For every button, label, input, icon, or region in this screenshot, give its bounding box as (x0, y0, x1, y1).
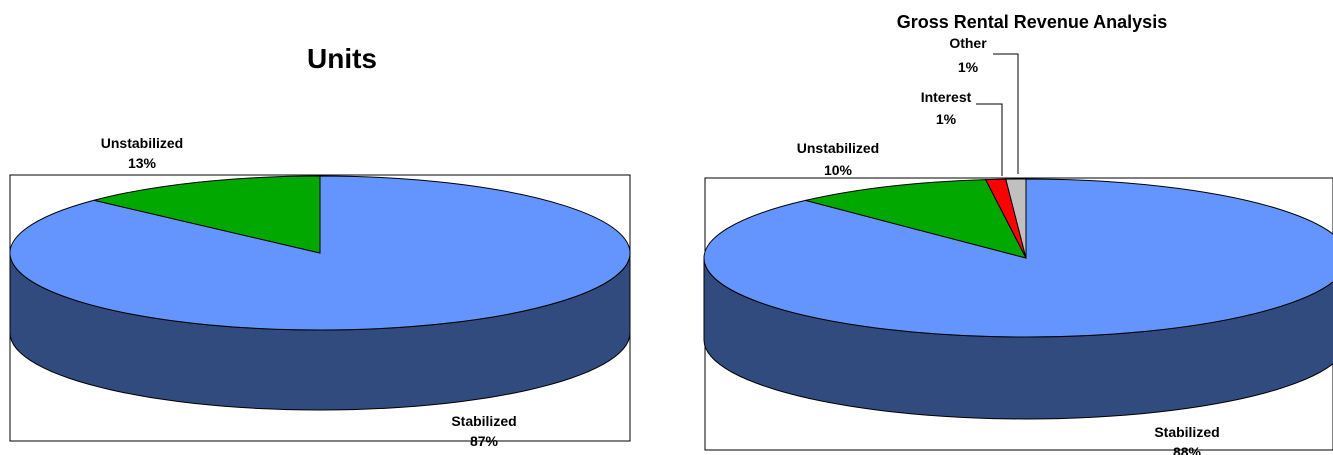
units-label-stabilized-pct: 87% (470, 433, 499, 449)
revenue-label-stabilized-pct: 88% (1173, 444, 1202, 455)
revenue-slice-other (1005, 178, 1027, 259)
revenue-label-interest-name: Interest (921, 89, 972, 105)
revenue-label-other-pct: 1% (958, 59, 979, 75)
units-label-stabilized-name: Stabilized (451, 413, 516, 429)
revenue-leader-other (993, 53, 1019, 174)
revenue-leader-interest (976, 103, 1003, 176)
units-slice-unstabilized (93, 175, 321, 254)
units-pie (9, 175, 631, 411)
units-label-unstabilized-name: Unstabilized (101, 135, 183, 151)
revenue-label-unstabilized-pct: 10% (824, 162, 853, 178)
revenue-slice-unstabilized (805, 179, 1027, 259)
units-label-unstabilized-pct: 13% (128, 155, 157, 171)
revenue-chart: Gross Rental Revenue Analysis Other 1% I… (703, 12, 1333, 455)
units-slice-stabilized (9, 175, 631, 331)
revenue-pie (703, 178, 1333, 420)
revenue-label-unstabilized-name: Unstabilized (797, 140, 879, 156)
revenue-label-stabilized-name: Stabilized (1154, 424, 1219, 440)
units-chart: Units Unstabilized 13% Stabilized 87% (9, 43, 631, 449)
revenue-slice-stabilized (703, 178, 1333, 338)
revenue-label-other-name: Other (949, 35, 987, 51)
revenue-label-interest-pct: 1% (936, 111, 957, 127)
units-chart-title: Units (307, 43, 377, 74)
revenue-chart-title: Gross Rental Revenue Analysis (897, 12, 1167, 32)
